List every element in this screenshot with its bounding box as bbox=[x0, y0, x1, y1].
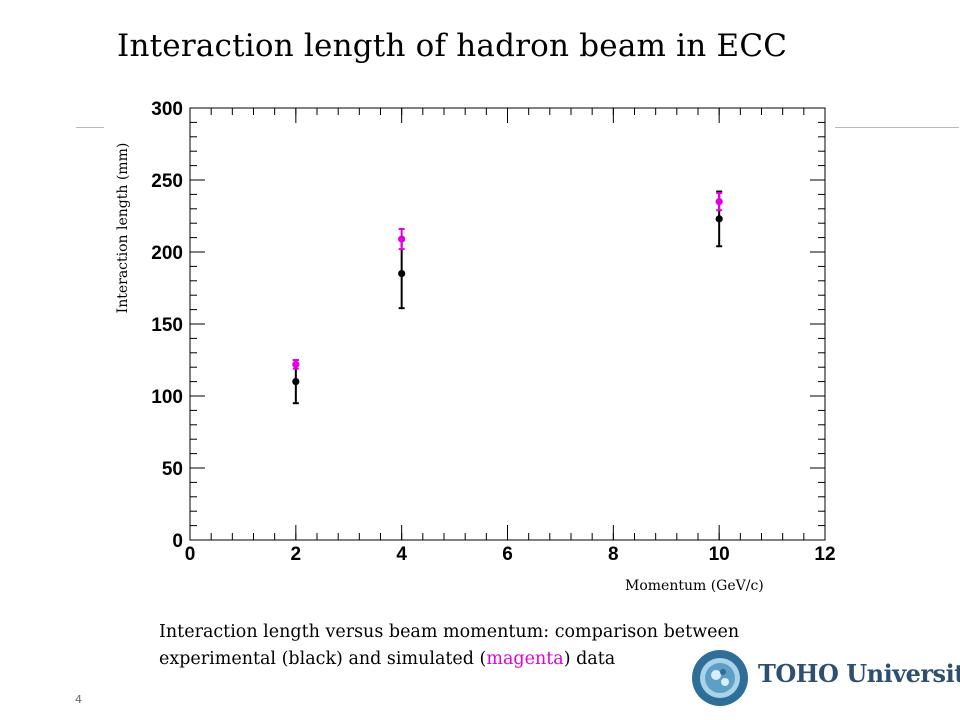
simulated-data-point bbox=[398, 235, 406, 243]
y-tick-label: 50 bbox=[162, 459, 183, 480]
slide-title: Interaction length of hadron beam in ECC bbox=[117, 28, 788, 64]
y-tick-label: 100 bbox=[151, 387, 183, 408]
x-tick-label: 10 bbox=[709, 544, 730, 565]
caption-line-2c: ) data bbox=[563, 649, 616, 669]
y-tick-label: 200 bbox=[151, 243, 183, 264]
x-tick-label: 6 bbox=[502, 544, 513, 565]
caption-line-2a: experimental (black) and simulated ( bbox=[159, 649, 487, 669]
y-tick-label: 250 bbox=[151, 171, 183, 192]
figure-caption: Interaction length versus beam momentum:… bbox=[159, 619, 879, 673]
y-tick-label: 0 bbox=[172, 531, 183, 552]
caption-magenta-word: magenta bbox=[486, 649, 564, 669]
x-tick-label: 8 bbox=[608, 544, 619, 565]
y-tick-label: 300 bbox=[151, 99, 183, 120]
experimental-data-point bbox=[292, 378, 300, 386]
x-tick-label: 4 bbox=[396, 544, 407, 565]
x-tick-label: 2 bbox=[291, 544, 302, 565]
logo-wordmark: TOHO University bbox=[758, 659, 960, 688]
caption-line-1: Interaction length versus beam momentum:… bbox=[159, 622, 740, 642]
x-tick-label: 0 bbox=[185, 544, 196, 565]
plot-frame bbox=[189, 107, 826, 541]
x-axis-label: Momentum (GeV/c) bbox=[625, 578, 764, 594]
x-tick-label: 12 bbox=[814, 544, 835, 565]
title-rule-right bbox=[835, 127, 959, 128]
page-number: 4 bbox=[75, 693, 82, 706]
y-axis-label: Interaction length (mm) bbox=[115, 140, 131, 316]
experimental-data-point bbox=[715, 215, 723, 223]
experimental-data-point bbox=[398, 270, 406, 278]
title-rule-left bbox=[76, 127, 104, 128]
simulated-data-point bbox=[715, 198, 723, 206]
toho-university-logo: TOHO University bbox=[690, 648, 960, 708]
simulated-data-point bbox=[292, 360, 300, 368]
university-seal-icon bbox=[692, 650, 748, 706]
y-tick-label: 150 bbox=[151, 315, 183, 336]
